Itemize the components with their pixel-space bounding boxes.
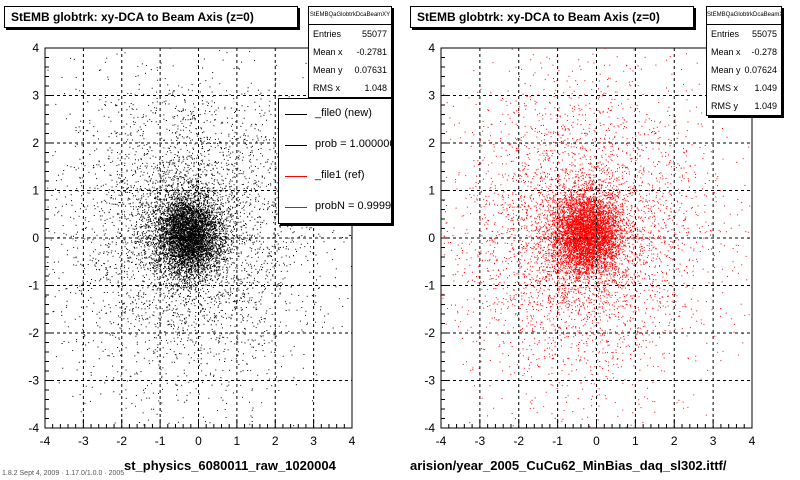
- x-tick-label: 0: [195, 434, 202, 448]
- legend-label: _file0 (new): [315, 107, 372, 119]
- x-tick-label: -2: [513, 434, 524, 448]
- stats-value: -0.2781: [356, 47, 387, 57]
- y-tick-label: 0: [32, 231, 39, 245]
- legend-label: prob = 1.000000: [315, 138, 392, 150]
- legend-swatch: [285, 114, 307, 115]
- legend-label: probN = 0.999989: [315, 200, 392, 212]
- plot-title-left: StEMB globtrk: xy-DCA to Beam Axis (z=0): [4, 6, 298, 28]
- x-tick-label: -4: [436, 434, 447, 448]
- x-tick-label: 3: [310, 434, 317, 448]
- y-tick-label: -3: [28, 374, 39, 388]
- legend-swatch: [285, 176, 307, 177]
- stats-row: Entries 55075: [707, 25, 781, 43]
- stats-value: 55075: [751, 29, 777, 39]
- y-tick-label: -2: [28, 326, 39, 340]
- x-tick-label: 0: [593, 434, 600, 448]
- x-tick-label: -3: [475, 434, 486, 448]
- footer-label-right: arision/year_2005_CuCu62_MinBias_daq_sl3…: [410, 458, 727, 473]
- corner-text: 1.8.2 Sept 4, 2009 · 1.17.0/1.0.0 · 2005: [2, 470, 125, 477]
- stats-label: RMS x: [711, 83, 738, 93]
- stats-value: -0.278: [751, 47, 777, 57]
- stats-box-right: StEMBQaGlobtrkDcaBeamXY Entries 55075 Me…: [706, 6, 782, 116]
- y-tick-label: 4: [32, 41, 39, 55]
- x-tick-label: 1: [234, 434, 241, 448]
- legend-item: prob = 1.000000: [279, 130, 391, 161]
- data-point: [442, 48, 751, 428]
- stats-value: 1.049: [754, 101, 777, 111]
- y-tick-label: -4: [28, 421, 39, 435]
- x-tick-label: 2: [272, 434, 279, 448]
- y-tick-label: -4: [424, 421, 435, 435]
- stats-value: 1.049: [754, 83, 777, 93]
- legend-item: _file0 (new): [279, 99, 391, 130]
- stats-row: Mean y 0.07631: [309, 61, 391, 79]
- stats-label: RMS y: [711, 101, 738, 111]
- stats-value: 55077: [361, 29, 387, 39]
- x-tick-label: 2: [671, 434, 678, 448]
- y-tick-label: -1: [28, 279, 39, 293]
- scatter-points: [442, 48, 751, 428]
- legend-swatch: [285, 207, 307, 208]
- stats-value: 1.048: [364, 83, 387, 93]
- y-tick-label: 2: [32, 136, 39, 150]
- x-tick-label: 4: [749, 434, 756, 448]
- stats-row: Mean x -0.2781: [309, 43, 391, 61]
- x-tick-label: 1: [632, 434, 639, 448]
- stats-row: RMS x 1.048: [309, 79, 391, 97]
- stats-label: Entries: [313, 29, 342, 39]
- y-tick-label: 3: [32, 89, 39, 103]
- stats-row: Entries 55077: [309, 25, 391, 43]
- stats-value: 0.07631: [354, 65, 387, 75]
- x-tick-label: -4: [40, 434, 51, 448]
- stats-value: 0.07624: [744, 65, 777, 75]
- legend-label: _file1 (ref): [315, 169, 365, 181]
- y-tick-label: -3: [424, 374, 435, 388]
- x-tick-label: 4: [349, 434, 356, 448]
- stats-row: RMS x 1.049: [707, 79, 781, 97]
- x-tick-label: -2: [116, 434, 127, 448]
- stats-row: RMS y 1.049: [707, 97, 781, 115]
- y-tick-label: -2: [424, 326, 435, 340]
- y-tick-label: 1: [428, 184, 435, 198]
- stats-label: Mean x: [711, 47, 741, 57]
- stats-label: Mean y: [711, 65, 741, 75]
- legend: _file0 (new) prob = 1.000000 _file1 (ref…: [278, 98, 392, 224]
- y-tick-label: 1: [32, 184, 39, 198]
- stats-row: Mean x -0.278: [707, 43, 781, 61]
- stats-name: StEMBQaGlobtrkDcaBeamXY: [309, 7, 391, 25]
- plot-title-right: StEMB globtrk: xy-DCA to Beam Axis (z=0): [410, 6, 694, 28]
- stats-box-left: StEMBQaGlobtrkDcaBeamXY Entries 55077 Me…: [308, 6, 392, 98]
- y-tick-label: 0: [428, 231, 435, 245]
- x-tick-label: -3: [78, 434, 89, 448]
- stats-name: StEMBQaGlobtrkDcaBeamXY: [707, 7, 781, 25]
- stats-label: Mean x: [313, 47, 343, 57]
- y-tick-label: 2: [428, 136, 435, 150]
- x-tick-label: -1: [155, 434, 166, 448]
- footer-label-left: st_physics_6080011_raw_1020004: [124, 458, 336, 473]
- legend-item: probN = 0.999989: [279, 192, 391, 223]
- legend-swatch: [285, 145, 307, 146]
- stats-label: Mean y: [313, 65, 343, 75]
- stats-label: RMS x: [313, 83, 340, 93]
- y-tick-label: 3: [428, 89, 435, 103]
- legend-item: _file1 (ref): [279, 161, 391, 192]
- y-tick-label: 4: [428, 41, 435, 55]
- stats-row: Mean y 0.07624: [707, 61, 781, 79]
- x-tick-label: -1: [552, 434, 563, 448]
- x-tick-label: 3: [710, 434, 717, 448]
- y-tick-label: -1: [424, 279, 435, 293]
- stats-label: Entries: [711, 29, 740, 39]
